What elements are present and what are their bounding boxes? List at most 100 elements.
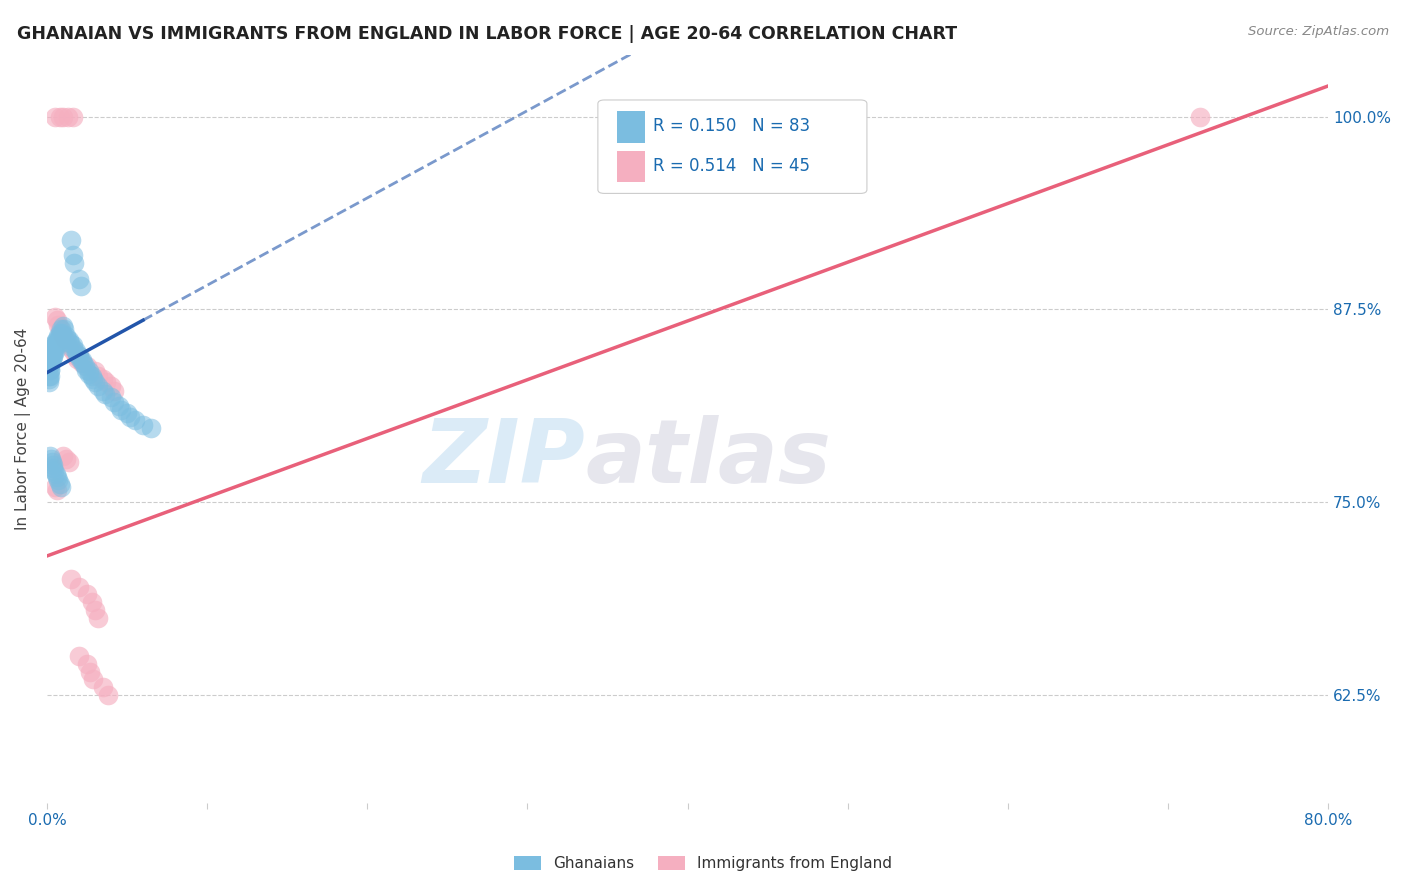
Point	[91, 680, 114, 694]
Text: R = 0.514   N = 45: R = 0.514 N = 45	[652, 157, 810, 175]
Text: atlas: atlas	[585, 416, 831, 502]
Point	[76, 359, 98, 374]
Point	[87, 368, 110, 383]
Point	[115, 406, 138, 420]
Point	[38, 356, 60, 370]
Point	[124, 413, 146, 427]
Point	[56, 110, 79, 124]
Point	[66, 351, 89, 366]
Point	[97, 688, 120, 702]
Point	[45, 470, 67, 484]
Point	[38, 368, 60, 383]
Point	[45, 334, 67, 349]
Point	[49, 326, 72, 340]
Point	[45, 332, 67, 346]
Point	[79, 665, 101, 679]
Text: R = 0.150   N = 83: R = 0.150 N = 83	[652, 117, 810, 136]
Point	[63, 256, 86, 270]
Point	[59, 341, 82, 355]
Point	[45, 483, 67, 497]
Point	[46, 328, 69, 343]
Point	[49, 322, 72, 336]
Point	[84, 603, 107, 617]
Point	[65, 349, 87, 363]
Point	[82, 672, 104, 686]
Point	[59, 233, 82, 247]
Point	[55, 328, 77, 343]
Text: ZIP: ZIP	[422, 416, 585, 502]
Point	[46, 474, 69, 488]
Point	[58, 455, 80, 469]
Point	[75, 362, 97, 376]
Point	[76, 587, 98, 601]
Point	[46, 318, 69, 332]
Point	[49, 476, 72, 491]
Point	[51, 322, 73, 336]
Point	[120, 410, 142, 425]
Point	[100, 390, 122, 404]
Point	[52, 449, 75, 463]
Point	[108, 400, 131, 414]
Point	[44, 344, 66, 359]
Point	[67, 349, 90, 363]
Y-axis label: In Labor Force | Age 20-64: In Labor Force | Age 20-64	[15, 327, 31, 530]
Point	[51, 326, 73, 340]
Point	[80, 595, 103, 609]
Point	[45, 313, 67, 327]
Point	[76, 657, 98, 671]
Point	[67, 271, 90, 285]
Point	[52, 328, 75, 343]
Point	[91, 384, 114, 398]
Point	[56, 332, 79, 346]
Point	[65, 347, 87, 361]
Point	[38, 362, 60, 376]
Point	[44, 310, 66, 325]
Bar	[617, 112, 645, 143]
Point	[59, 336, 82, 351]
Point	[70, 356, 93, 370]
Point	[103, 384, 125, 398]
Point	[38, 372, 60, 386]
Point	[1189, 110, 1212, 124]
Point	[139, 421, 162, 435]
Point	[67, 649, 90, 664]
Point	[62, 110, 84, 124]
Point	[87, 610, 110, 624]
Point	[52, 319, 75, 334]
Point	[110, 402, 132, 417]
Point	[52, 322, 75, 336]
Point	[44, 110, 66, 124]
Text: GHANAIAN VS IMMIGRANTS FROM ENGLAND IN LABOR FORCE | AGE 20-64 CORRELATION CHART: GHANAIAN VS IMMIGRANTS FROM ENGLAND IN L…	[17, 25, 957, 43]
Point	[42, 349, 65, 363]
Point	[62, 248, 84, 262]
Point	[49, 110, 72, 124]
Point	[49, 328, 72, 343]
Point	[39, 362, 62, 376]
Point	[44, 464, 66, 478]
Point	[39, 368, 62, 383]
Point	[67, 580, 90, 594]
Point	[42, 461, 65, 475]
Point	[44, 334, 66, 349]
Point	[65, 344, 87, 359]
Point	[41, 341, 63, 355]
Point	[84, 364, 107, 378]
Point	[41, 458, 63, 472]
Point	[52, 110, 75, 124]
Point	[46, 338, 69, 352]
Point	[62, 341, 84, 355]
Point	[42, 338, 65, 352]
Point	[93, 387, 115, 401]
Point	[82, 372, 104, 386]
Point	[38, 353, 60, 368]
Point	[38, 359, 60, 374]
Point	[70, 353, 93, 368]
Point	[41, 344, 63, 359]
Point	[103, 395, 125, 409]
Point	[45, 467, 67, 482]
Point	[38, 375, 60, 389]
Point	[51, 326, 73, 340]
Point	[48, 333, 70, 347]
Point	[39, 351, 62, 366]
Point	[80, 368, 103, 383]
